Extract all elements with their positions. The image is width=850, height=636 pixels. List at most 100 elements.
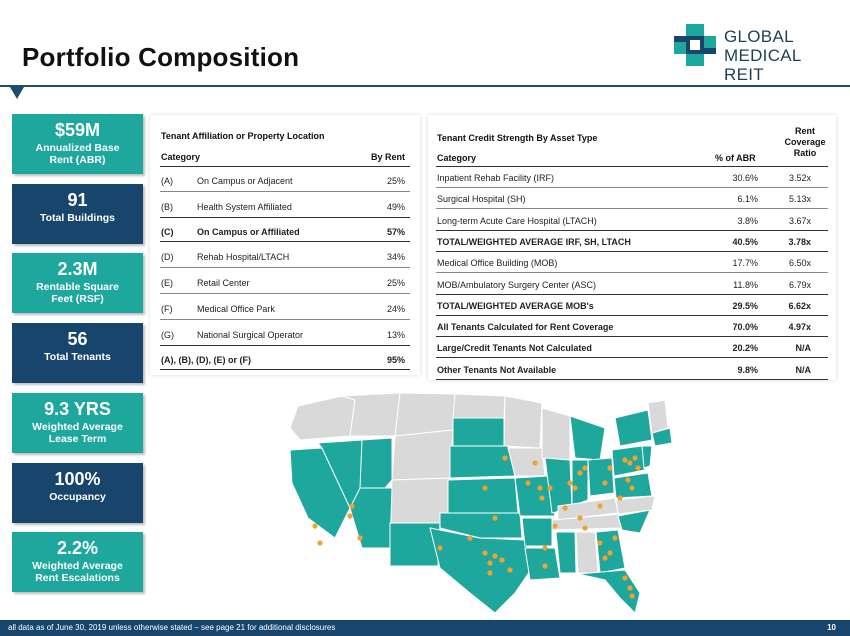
property-marker [347,513,353,519]
row-rule [160,293,410,294]
stat-value: 2.3M [57,259,98,279]
state-new-jersey [641,445,653,469]
stat-value: 9.3 YRS [44,399,111,419]
property-marker [602,555,608,561]
row-ratio: 4.97x [788,322,811,333]
property-marker [542,545,548,551]
header-rule [436,166,828,167]
stat-value: 100% [54,469,101,489]
header-rule [160,166,410,167]
row-rule [436,187,828,188]
property-marker [622,457,628,463]
stat-label: Occupancy [49,491,106,503]
stat-value: 56 [67,329,88,349]
property-marker [487,560,493,566]
state-north-carolina [615,495,656,515]
stat-label: Weighted Average Lease Term [32,421,123,445]
page-title: Portfolio Composition [22,42,300,72]
cross-logo-icon [674,24,716,66]
row-name: TOTAL/WEIGHTED AVERAGE MOB's [437,300,594,311]
state-louisiana [524,547,561,581]
footer-bar: all data as of June 30, 2019 unless othe… [0,620,850,636]
stat-buildings: 91 Total Buildings [12,184,143,244]
property-marker [577,470,583,476]
row-name: On Campus or Affiliated [197,227,300,237]
property-marker [577,515,583,521]
row-code: (B) [161,202,173,212]
property-marker [582,525,588,531]
state-new-england [647,399,669,434]
row-rule [436,250,828,252]
property-marker [607,550,613,556]
state-montana [394,392,456,437]
row-rule [436,378,828,380]
property-marker [607,465,613,471]
tenant-affiliation-table: Tenant Affiliation or Property Location … [150,115,420,375]
state-arizona [349,487,393,549]
row-ratio: 3.78x [788,236,811,247]
row-abr: 17.7% [732,258,758,269]
row-name: Long-term Acute Care Hospital (LTACH) [437,215,597,226]
col-header-by-rent: By Rent [370,152,405,162]
row-code: (E) [161,278,173,288]
header-divider [0,85,850,87]
row-abr: 9.8% [737,364,758,375]
property-marker [542,563,548,569]
property-marker [627,585,633,591]
row-ratio: 3.67x [788,215,811,226]
row-abr: 29.5% [732,300,758,311]
state-kansas [447,477,519,514]
property-marker [622,575,628,581]
property-marker [597,503,603,509]
stat-value: 91 [67,190,88,210]
total-label: (A), (B), (D), (E) or (F) [161,355,251,365]
property-marker [562,505,568,511]
state-arkansas [521,517,553,547]
state-new-york [614,409,653,447]
row-ratio: 6.79x [788,279,811,290]
col-header-category: Category [161,152,201,162]
row-rule [160,191,410,192]
row-rule [436,272,828,274]
row-code: (D) [161,252,174,262]
state-michigan [569,415,606,461]
col-header-rent-coverage: Rent Coverage Ratio [784,126,826,158]
company-logo: GLOBAL MEDICAL REIT [672,22,842,84]
property-marker [539,495,545,501]
state-new-mexico [389,522,441,567]
property-marker [582,465,588,471]
property-marker [312,523,318,529]
property-marker [629,485,635,491]
state-iowa [507,447,546,477]
row-abr: 11.8% [733,279,758,290]
property-marker [467,535,473,541]
state-south-carolina [617,509,651,534]
row-name: Large/Credit Tenants Not Calculated [437,343,592,354]
property-marker [487,570,493,576]
property-marker [482,550,488,556]
state-missouri [514,475,556,517]
row-rule [436,293,828,295]
row-rule [436,314,828,316]
property-marker [499,557,505,563]
row-rule [160,241,410,242]
property-marker [525,480,531,486]
property-marker [492,553,498,559]
property-marker [572,485,578,491]
row-rule [160,319,410,320]
page-number: 10 [827,623,836,632]
property-marker [625,477,631,483]
property-marker [349,503,355,509]
property-marker [617,495,623,501]
property-marker [492,515,498,521]
stat-abr: $59M Annualized Base Rent (ABR) [12,114,143,174]
stat-rsf: 2.3M Rentable Square Feet (RSF) [12,253,143,313]
state-texas [429,527,533,614]
state-wyoming [391,429,454,481]
row-name: Rehab Hospital/LTACH [197,252,290,262]
state-florida [577,569,641,614]
property-marker [552,523,558,529]
row-name: TOTAL/WEIGHTED AVERAGE IRF, SH, LTACH [437,236,631,247]
row-ratio: 6.62x [788,300,811,311]
property-marker [632,455,638,461]
